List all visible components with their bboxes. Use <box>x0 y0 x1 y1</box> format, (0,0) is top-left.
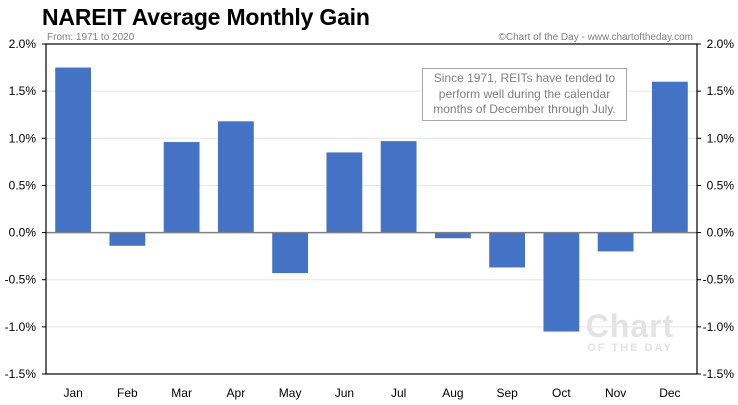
watermark-tagline: OF THE DAY <box>587 342 673 354</box>
left-tick-label: -0.5% <box>5 273 37 287</box>
bar-jul <box>380 141 417 233</box>
bar-feb <box>109 232 146 246</box>
plot-frame <box>45 43 698 375</box>
right-tick-label: 0.5% <box>707 178 735 192</box>
x-label-oct: Oct <box>552 386 571 400</box>
annotation-line: Since 1971, REITs have tended to <box>433 71 616 85</box>
chart-title: NAREIT Average Monthly Gain <box>42 4 370 30</box>
x-label-mar: Mar <box>171 386 192 400</box>
left-tick-label: 0.5% <box>9 178 37 192</box>
x-label-apr: Apr <box>227 386 246 400</box>
bar-oct <box>543 232 580 332</box>
right-y-axis: 2.0% 1.5% 1.0% 0.5% 0.0% -0.5% -1.0% -1.5% <box>697 37 734 381</box>
x-label-feb: Feb <box>117 386 138 400</box>
bar-may <box>272 232 309 274</box>
right-tick-label: -0.5% <box>703 273 735 287</box>
x-label-may: May <box>279 386 302 400</box>
chart-subtitle: From: 1971 to 2020 <box>47 32 135 43</box>
right-tick-label: -1.0% <box>703 320 735 334</box>
right-tick-label: 1.5% <box>707 84 735 98</box>
bar-sep <box>489 232 526 268</box>
right-tick-label: 2.0% <box>707 37 735 51</box>
bar-apr <box>217 121 254 233</box>
x-label-jun: Jun <box>335 386 354 400</box>
left-tick-label: 0.0% <box>9 226 37 240</box>
left-y-axis: 2.0% 1.5% 1.0% 0.5% 0.0% -0.5% -1.0% -1.5% <box>5 37 46 381</box>
x-label-dec: Dec <box>659 386 680 400</box>
left-tick-label: 2.0% <box>9 37 37 51</box>
bar-jun <box>326 152 363 233</box>
x-label-nov: Nov <box>605 386 626 400</box>
chart-credit: ©Chart of the Day - www.chartoftheday.co… <box>498 32 693 43</box>
annotation-line: perform well during the calendar <box>438 86 611 101</box>
bar-nov <box>597 232 634 252</box>
left-tick-label: -1.0% <box>5 320 37 334</box>
x-label-jul: Jul <box>391 386 406 400</box>
annotation-line: months of December through July. <box>433 102 616 116</box>
x-label-sep: Sep <box>496 386 518 400</box>
right-tick-label: 1.0% <box>707 131 735 145</box>
left-tick-label: 1.0% <box>9 131 37 145</box>
bar-mar <box>163 142 200 233</box>
right-tick-label: -1.5% <box>703 367 735 381</box>
watermark-logo-text: Chart <box>585 308 675 344</box>
right-tick-label: 0.0% <box>707 226 735 240</box>
gridlines <box>46 90 697 328</box>
left-tick-label: -1.5% <box>5 367 37 381</box>
annotation-box: Since 1971, REITs have tended to perform… <box>422 68 627 121</box>
bar-jan <box>55 67 92 233</box>
bar-aug <box>434 232 471 239</box>
bars <box>55 67 688 332</box>
x-label-aug: Aug <box>442 386 463 400</box>
chart-of-the-day-watermark: Chart OF THE DAY <box>584 310 676 354</box>
x-axis: Jan Feb Mar Apr May Jun Jul Aug Sep Oct Nov Dec <box>63 386 680 400</box>
bar-dec <box>651 81 688 233</box>
x-label-jan: Jan <box>63 386 82 400</box>
left-tick-label: 1.5% <box>9 84 37 98</box>
